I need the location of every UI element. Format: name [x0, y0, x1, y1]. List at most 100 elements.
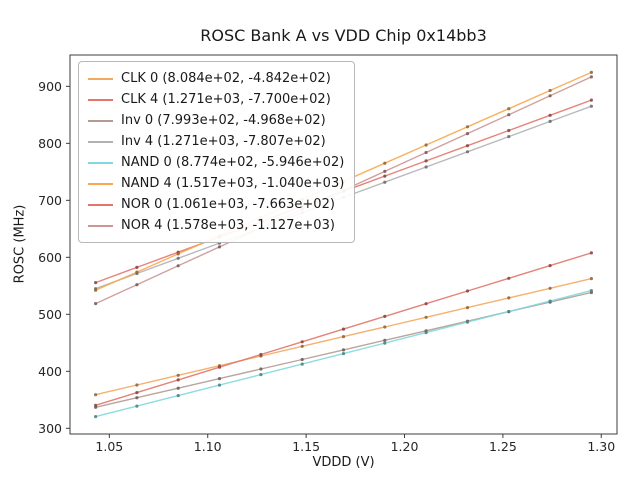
data-point-marker [176, 264, 180, 268]
data-point-marker [383, 180, 387, 184]
data-point-marker [465, 150, 470, 154]
data-point-marker [507, 135, 511, 139]
data-point-marker [135, 404, 139, 408]
data-point-marker [589, 70, 594, 74]
x-tick-label: 1.20 [391, 439, 419, 454]
data-point-marker [176, 386, 180, 390]
data-point-marker [465, 125, 470, 129]
data-point-marker [507, 310, 511, 314]
data-point-marker [589, 277, 594, 281]
y-tick-label: 400 [38, 364, 62, 379]
legend-label: Inv 0 (7.993e+02, -4.968e+02) [121, 113, 326, 128]
data-point-marker [507, 276, 511, 280]
x-tick-label: 1.25 [489, 439, 517, 454]
x-tick-label: 1.05 [95, 439, 123, 454]
x-tick-label: 1.30 [587, 439, 615, 454]
data-point-marker [300, 362, 304, 366]
data-point-marker [424, 331, 428, 335]
data-point-marker [94, 281, 98, 285]
data-point-marker [94, 415, 98, 419]
data-point-marker [300, 340, 304, 344]
x-tick-label: 1.10 [194, 439, 222, 454]
legend-item: Inv 0 (7.993e+02, -4.968e+02) [88, 110, 344, 131]
legend-label: NAND 4 (1.517e+03, -1.040e+03) [121, 176, 345, 191]
data-point-marker [589, 104, 594, 108]
data-point-marker [424, 143, 428, 147]
y-tick-label: 800 [38, 136, 62, 151]
data-point-marker [465, 289, 470, 293]
data-point-marker [259, 367, 263, 371]
legend-item: NOR 0 (1.061e+03, -7.663e+02) [88, 194, 344, 215]
data-point-marker [217, 377, 222, 381]
legend-item: NAND 0 (8.774e+02, -5.946e+02) [88, 152, 344, 173]
data-point-marker [589, 75, 594, 79]
x-tick-label: 1.15 [292, 439, 320, 454]
data-point-marker [548, 113, 552, 117]
data-point-marker [383, 325, 387, 329]
legend-label: CLK 4 (1.271e+03, -7.700e+02) [121, 92, 331, 107]
legend-item: CLK 4 (1.271e+03, -7.700e+02) [88, 89, 344, 110]
data-point-marker [465, 144, 470, 148]
legend-line-swatch [88, 224, 113, 227]
data-point-marker [217, 383, 222, 387]
data-point-marker [259, 373, 263, 377]
legend-line-swatch [88, 119, 113, 122]
data-point-marker [383, 314, 387, 318]
data-point-marker [135, 391, 139, 395]
data-point-marker [383, 338, 387, 342]
data-point-marker [424, 302, 428, 306]
chart-title: ROSC Bank A vs VDD Chip 0x14bb3 [200, 26, 487, 45]
legend-label: NOR 4 (1.578e+03, -1.127e+03) [121, 218, 335, 233]
data-point-marker [217, 245, 222, 249]
data-point-marker [341, 335, 346, 339]
data-point-marker [548, 94, 552, 98]
data-point-marker [589, 98, 594, 102]
data-point-marker [548, 88, 552, 93]
data-point-marker [176, 256, 180, 260]
data-point-marker [94, 288, 98, 292]
data-point-marker [507, 128, 511, 133]
legend-line-swatch [88, 140, 113, 143]
data-point-marker [507, 113, 511, 117]
data-point-marker [589, 251, 594, 255]
legend-line-swatch [88, 182, 113, 185]
legend-line-swatch [88, 98, 113, 101]
data-point-marker [424, 165, 428, 169]
data-point-marker [383, 161, 387, 165]
data-point-marker [135, 283, 139, 287]
data-point-marker [135, 383, 139, 387]
data-point-marker [548, 299, 552, 303]
legend-label: NAND 0 (8.774e+02, -5.946e+02) [121, 155, 345, 170]
legend-label: Inv 4 (1.271e+03, -7.807e+02) [121, 134, 326, 149]
legend-line-swatch [88, 203, 113, 206]
data-point-marker [94, 302, 98, 306]
data-point-marker [94, 403, 98, 407]
data-point-marker [548, 286, 552, 290]
y-axis-label: ROSC (MHz) [12, 204, 28, 284]
data-point-marker [424, 315, 428, 319]
data-point-marker [341, 352, 346, 356]
data-point-marker [465, 306, 470, 310]
data-point-marker [424, 159, 428, 163]
data-point-marker [300, 344, 304, 348]
data-point-marker [465, 132, 470, 136]
data-point-marker [135, 270, 139, 274]
y-tick-label: 900 [38, 79, 62, 94]
y-tick-label: 300 [38, 421, 62, 436]
data-point-marker [217, 365, 222, 369]
data-point-marker [259, 352, 263, 357]
data-point-marker [341, 348, 346, 352]
data-point-marker [424, 150, 428, 155]
data-point-marker [94, 393, 98, 397]
data-point-marker [548, 264, 552, 268]
data-point-marker [135, 265, 139, 269]
data-point-marker [341, 327, 346, 331]
data-point-marker [176, 394, 180, 398]
data-point-marker [507, 107, 511, 111]
legend-item: Inv 4 (1.271e+03, -7.807e+02) [88, 131, 344, 152]
legend-item: NOR 4 (1.578e+03, -1.127e+03) [88, 215, 344, 236]
data-point-marker [176, 378, 180, 382]
axes-box [69, 54, 618, 435]
legend-item: NAND 4 (1.517e+03, -1.040e+03) [88, 173, 344, 194]
